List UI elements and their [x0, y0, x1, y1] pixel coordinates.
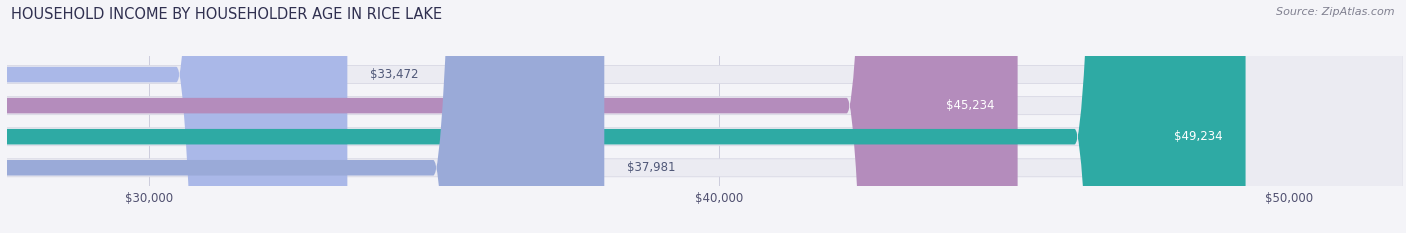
FancyBboxPatch shape [0, 0, 1246, 233]
Text: $37,981: $37,981 [627, 161, 676, 174]
FancyBboxPatch shape [0, 0, 1018, 233]
Text: $45,234: $45,234 [946, 99, 995, 112]
Text: Source: ZipAtlas.com: Source: ZipAtlas.com [1277, 7, 1395, 17]
Text: $49,234: $49,234 [1174, 130, 1223, 143]
Text: $33,472: $33,472 [370, 68, 419, 81]
FancyBboxPatch shape [0, 0, 605, 233]
FancyBboxPatch shape [0, 0, 347, 233]
Text: HOUSEHOLD INCOME BY HOUSEHOLDER AGE IN RICE LAKE: HOUSEHOLD INCOME BY HOUSEHOLDER AGE IN R… [11, 7, 443, 22]
